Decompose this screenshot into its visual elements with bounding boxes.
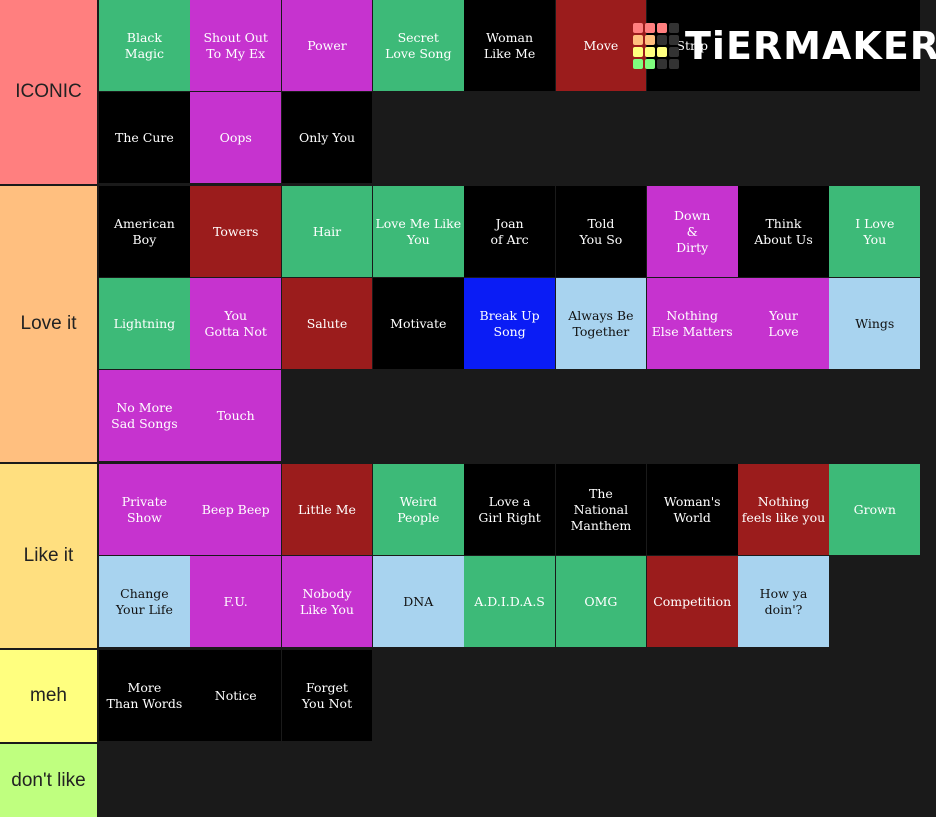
tier-label: don't like bbox=[0, 744, 97, 817]
tier-item[interactable]: Shout Out To My Ex bbox=[190, 0, 282, 91]
tier-item[interactable]: Wings bbox=[829, 278, 921, 369]
tier-item[interactable]: A.D.I.D.A.S bbox=[464, 556, 555, 647]
logo-text: TiERMAKER bbox=[685, 23, 936, 68]
tier-item[interactable]: Hair bbox=[281, 186, 373, 277]
tier-item[interactable]: Forget You Not bbox=[281, 650, 373, 741]
tier-item[interactable]: Nothing Else Matters bbox=[646, 278, 738, 369]
tier-item[interactable]: More Than Words bbox=[99, 650, 190, 741]
tier-item[interactable]: No More Sad Songs bbox=[99, 370, 190, 461]
tier-item[interactable]: Only You bbox=[281, 92, 373, 183]
tier-item[interactable]: Oops bbox=[190, 92, 282, 183]
tier-item[interactable]: Private Show bbox=[99, 464, 190, 555]
tier-label: Love it bbox=[0, 186, 97, 462]
tier-item[interactable]: Told You So bbox=[555, 186, 647, 277]
tier-item[interactable]: Woman Like Me bbox=[464, 0, 555, 91]
tier-label: Like it bbox=[0, 464, 97, 648]
tier-item[interactable]: The Cure bbox=[99, 92, 190, 183]
tier-item[interactable]: DNA bbox=[372, 556, 464, 647]
tier-item[interactable]: Nothing feels like you bbox=[738, 464, 829, 555]
tier-item[interactable]: American Boy bbox=[99, 186, 190, 277]
tier-item[interactable]: How ya doin'? bbox=[738, 556, 829, 647]
tier-item[interactable]: Beep Beep bbox=[190, 464, 282, 555]
tier-item[interactable]: Love Me Like You bbox=[372, 186, 464, 277]
logo: TiERMAKER bbox=[633, 18, 936, 73]
tier-item[interactable]: Nobody Like You bbox=[281, 556, 373, 647]
tier-item[interactable]: Change Your Life bbox=[99, 556, 190, 647]
tier-item[interactable]: Move bbox=[555, 0, 647, 91]
tier-item[interactable]: Break Up Song bbox=[464, 278, 555, 369]
tier-item[interactable]: Black Magic bbox=[99, 0, 190, 91]
tier-item[interactable]: OMG bbox=[555, 556, 647, 647]
tier-item[interactable]: Always Be Together bbox=[555, 278, 647, 369]
tier-item[interactable]: The National Manthem bbox=[555, 464, 647, 555]
tier-item[interactable]: Your Love bbox=[738, 278, 829, 369]
tier-item[interactable]: You Gotta Not bbox=[190, 278, 282, 369]
tier-item[interactable]: Secret Love Song bbox=[372, 0, 464, 91]
tier-item[interactable]: Power bbox=[281, 0, 373, 91]
tier-label: meh bbox=[0, 650, 97, 742]
tier-label: ICONIC bbox=[0, 0, 97, 184]
tier-item[interactable]: Down & Dirty bbox=[646, 186, 738, 277]
tier-item[interactable]: Grown bbox=[829, 464, 921, 555]
tier-item[interactable]: Joan of Arc bbox=[464, 186, 555, 277]
tier-item[interactable]: Love a Girl Right bbox=[464, 464, 555, 555]
logo-icon bbox=[633, 22, 679, 69]
tier-item[interactable] bbox=[738, 0, 829, 91]
tier-item[interactable]: Notice bbox=[190, 650, 282, 741]
tier-item[interactable]: Weird People bbox=[372, 464, 464, 555]
tier-item[interactable]: Towers bbox=[190, 186, 282, 277]
tier-item[interactable]: I Love You bbox=[829, 186, 921, 277]
tier-item[interactable]: Strip bbox=[646, 0, 738, 91]
tier-item[interactable]: Think About Us bbox=[738, 186, 829, 277]
tier-item[interactable]: Lightning bbox=[99, 278, 190, 369]
tier-item[interactable]: Motivate bbox=[372, 278, 464, 369]
tier-item[interactable]: Competition bbox=[646, 556, 738, 647]
tier-item[interactable]: F.U. bbox=[190, 556, 282, 647]
tier-item[interactable]: Salute bbox=[281, 278, 373, 369]
tier-item[interactable]: Little Me bbox=[281, 464, 373, 555]
tier-item[interactable]: Woman's World bbox=[646, 464, 738, 555]
tier-item[interactable] bbox=[829, 0, 921, 91]
tier-item[interactable]: Touch bbox=[190, 370, 282, 461]
